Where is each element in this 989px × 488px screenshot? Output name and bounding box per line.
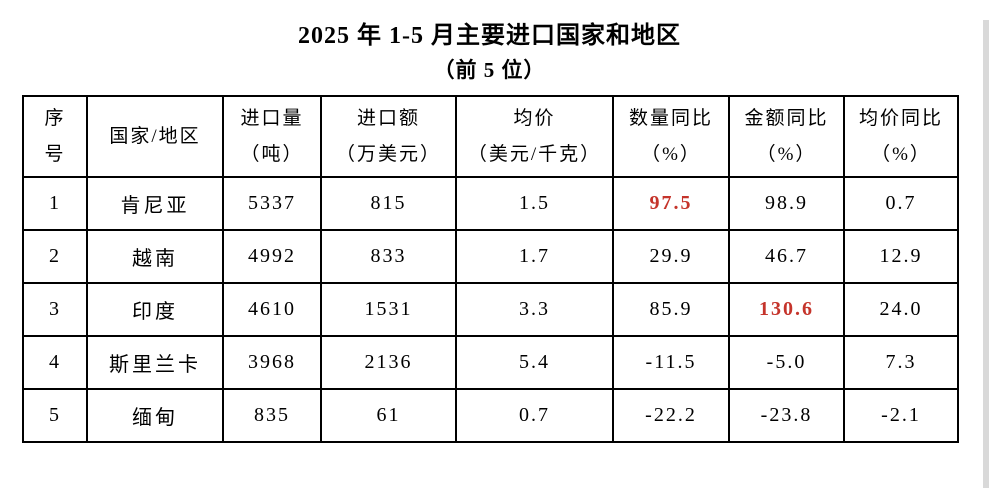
cell-avg-price: 3.3 bbox=[455, 282, 614, 337]
col-header-rank: 序 号 bbox=[22, 95, 88, 178]
table-row: 5 缅甸 835 61 0.7 -22.2 -23.8 -2.1 bbox=[22, 388, 959, 443]
table-row: 2 越南 4992 833 1.7 29.9 46.7 12.9 bbox=[22, 229, 959, 284]
cell-volume: 3968 bbox=[222, 335, 322, 390]
cell-qty-yoy: -11.5 bbox=[612, 335, 730, 390]
header-line: （%） bbox=[756, 143, 817, 165]
imports-table: 序 号 国家/地区 进口量 （吨） 进口额 （万美元） 均价 （美元/千克 bbox=[22, 95, 959, 443]
cell-avg-price: 0.7 bbox=[455, 388, 614, 443]
col-header-price-yoy: 均价同比 （%） bbox=[843, 95, 959, 178]
cell-qty-yoy: 29.9 bbox=[612, 229, 730, 284]
header-row: 序 号 国家/地区 进口量 （吨） 进口额 （万美元） 均价 （美元/千克 bbox=[22, 95, 959, 178]
header-line: 均价同比 bbox=[858, 107, 943, 129]
cell-value: 61 bbox=[320, 388, 457, 443]
cell-price-yoy: 0.7 bbox=[843, 176, 959, 231]
header-line: 号 bbox=[44, 143, 66, 165]
cell-qty-yoy-highlighted: 97.5 bbox=[612, 176, 730, 231]
cell-value: 815 bbox=[320, 176, 457, 231]
page-subtitle: （前 5 位） bbox=[433, 58, 546, 82]
col-header-amt-yoy: 金额同比 （%） bbox=[728, 95, 845, 178]
col-header-avg-price: 均价 （美元/千克） bbox=[455, 95, 614, 178]
cell-amt-yoy: 46.7 bbox=[728, 229, 845, 284]
header-line: 序 bbox=[44, 107, 66, 129]
cell-amt-yoy: 98.9 bbox=[728, 176, 845, 231]
cell-volume: 835 bbox=[222, 388, 322, 443]
cell-country: 印度 bbox=[86, 282, 224, 337]
cell-volume: 4992 bbox=[222, 229, 322, 284]
cell-qty-yoy: -22.2 bbox=[612, 388, 730, 443]
cell-country: 肯尼亚 bbox=[86, 176, 224, 231]
header-line: （美元/千克） bbox=[467, 143, 602, 165]
cell-rank: 1 bbox=[22, 176, 88, 231]
document-page: 2025 年 1-5 月主要进口国家和地区 （前 5 位） 序 号 国家/地区 … bbox=[0, 20, 989, 488]
cell-rank: 3 bbox=[22, 282, 88, 337]
header-line: （万美元） bbox=[335, 143, 441, 165]
cell-rank: 2 bbox=[22, 229, 88, 284]
cell-value: 833 bbox=[320, 229, 457, 284]
cell-country: 缅甸 bbox=[86, 388, 224, 443]
col-header-volume: 进口量 （吨） bbox=[222, 95, 322, 178]
header-line: 均价 bbox=[513, 107, 556, 129]
table-row: 4 斯里兰卡 3968 2136 5.4 -11.5 -5.0 7.3 bbox=[22, 335, 959, 390]
cell-avg-price: 1.7 bbox=[455, 229, 614, 284]
cell-avg-price: 5.4 bbox=[455, 335, 614, 390]
table-row: 1 肯尼亚 5337 815 1.5 97.5 98.9 0.7 bbox=[22, 176, 959, 231]
cell-price-yoy: 12.9 bbox=[843, 229, 959, 284]
cell-value: 1531 bbox=[320, 282, 457, 337]
cell-amt-yoy-highlighted: 130.6 bbox=[728, 282, 845, 337]
cell-value: 2136 bbox=[320, 335, 457, 390]
header-line: （%） bbox=[871, 143, 931, 165]
cell-avg-price: 1.5 bbox=[455, 176, 614, 231]
cell-country: 斯里兰卡 bbox=[86, 335, 224, 390]
cell-volume: 4610 bbox=[222, 282, 322, 337]
header-line: 国家/地区 bbox=[109, 125, 201, 147]
cell-rank: 5 bbox=[22, 388, 88, 443]
col-header-qty-yoy: 数量同比 （%） bbox=[612, 95, 730, 178]
col-header-value: 进口额 （万美元） bbox=[320, 95, 457, 178]
cell-price-yoy: -2.1 bbox=[843, 388, 959, 443]
header-line: （吨） bbox=[240, 143, 304, 165]
header-line: 进口额 bbox=[356, 107, 420, 129]
cell-qty-yoy: 85.9 bbox=[612, 282, 730, 337]
page-title: 2025 年 1-5 月主要进口国家和地区 bbox=[298, 23, 681, 49]
cell-rank: 4 bbox=[22, 335, 88, 390]
header-line: 进口量 bbox=[240, 107, 304, 129]
col-header-country: 国家/地区 bbox=[86, 95, 224, 178]
header-line: （%） bbox=[641, 143, 701, 165]
cell-amt-yoy: -23.8 bbox=[728, 388, 845, 443]
page-edge-right bbox=[983, 20, 989, 488]
cell-price-yoy: 7.3 bbox=[843, 335, 959, 390]
cell-price-yoy: 24.0 bbox=[843, 282, 959, 337]
header-line: 数量同比 bbox=[628, 107, 713, 129]
cell-country: 越南 bbox=[86, 229, 224, 284]
table-row: 3 印度 4610 1531 3.3 85.9 130.6 24.0 bbox=[22, 282, 959, 337]
cell-volume: 5337 bbox=[222, 176, 322, 231]
cell-amt-yoy: -5.0 bbox=[728, 335, 845, 390]
header-line: 金额同比 bbox=[744, 107, 829, 129]
